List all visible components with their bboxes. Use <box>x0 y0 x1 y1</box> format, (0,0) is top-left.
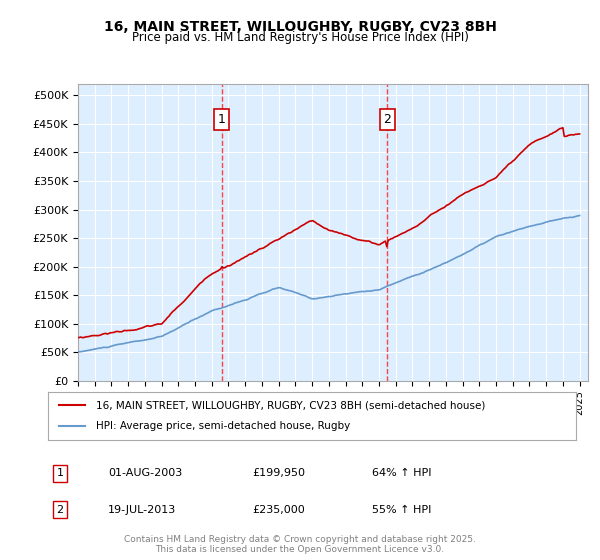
Text: Contains HM Land Registry data © Crown copyright and database right 2025.
This d: Contains HM Land Registry data © Crown c… <box>124 535 476 554</box>
Text: 2: 2 <box>383 113 391 126</box>
Text: £199,950: £199,950 <box>252 468 305 478</box>
Text: 2: 2 <box>56 505 64 515</box>
Text: 1: 1 <box>218 113 226 126</box>
Text: £235,000: £235,000 <box>252 505 305 515</box>
Text: 55% ↑ HPI: 55% ↑ HPI <box>372 505 431 515</box>
Text: Price paid vs. HM Land Registry's House Price Index (HPI): Price paid vs. HM Land Registry's House … <box>131 31 469 44</box>
Text: 19-JUL-2013: 19-JUL-2013 <box>108 505 176 515</box>
Text: 64% ↑ HPI: 64% ↑ HPI <box>372 468 431 478</box>
Text: 1: 1 <box>56 468 64 478</box>
Text: 01-AUG-2003: 01-AUG-2003 <box>108 468 182 478</box>
Text: HPI: Average price, semi-detached house, Rugby: HPI: Average price, semi-detached house,… <box>95 421 350 431</box>
Text: 16, MAIN STREET, WILLOUGHBY, RUGBY, CV23 8BH (semi-detached house): 16, MAIN STREET, WILLOUGHBY, RUGBY, CV23… <box>95 400 485 410</box>
Text: 16, MAIN STREET, WILLOUGHBY, RUGBY, CV23 8BH: 16, MAIN STREET, WILLOUGHBY, RUGBY, CV23… <box>104 20 496 34</box>
